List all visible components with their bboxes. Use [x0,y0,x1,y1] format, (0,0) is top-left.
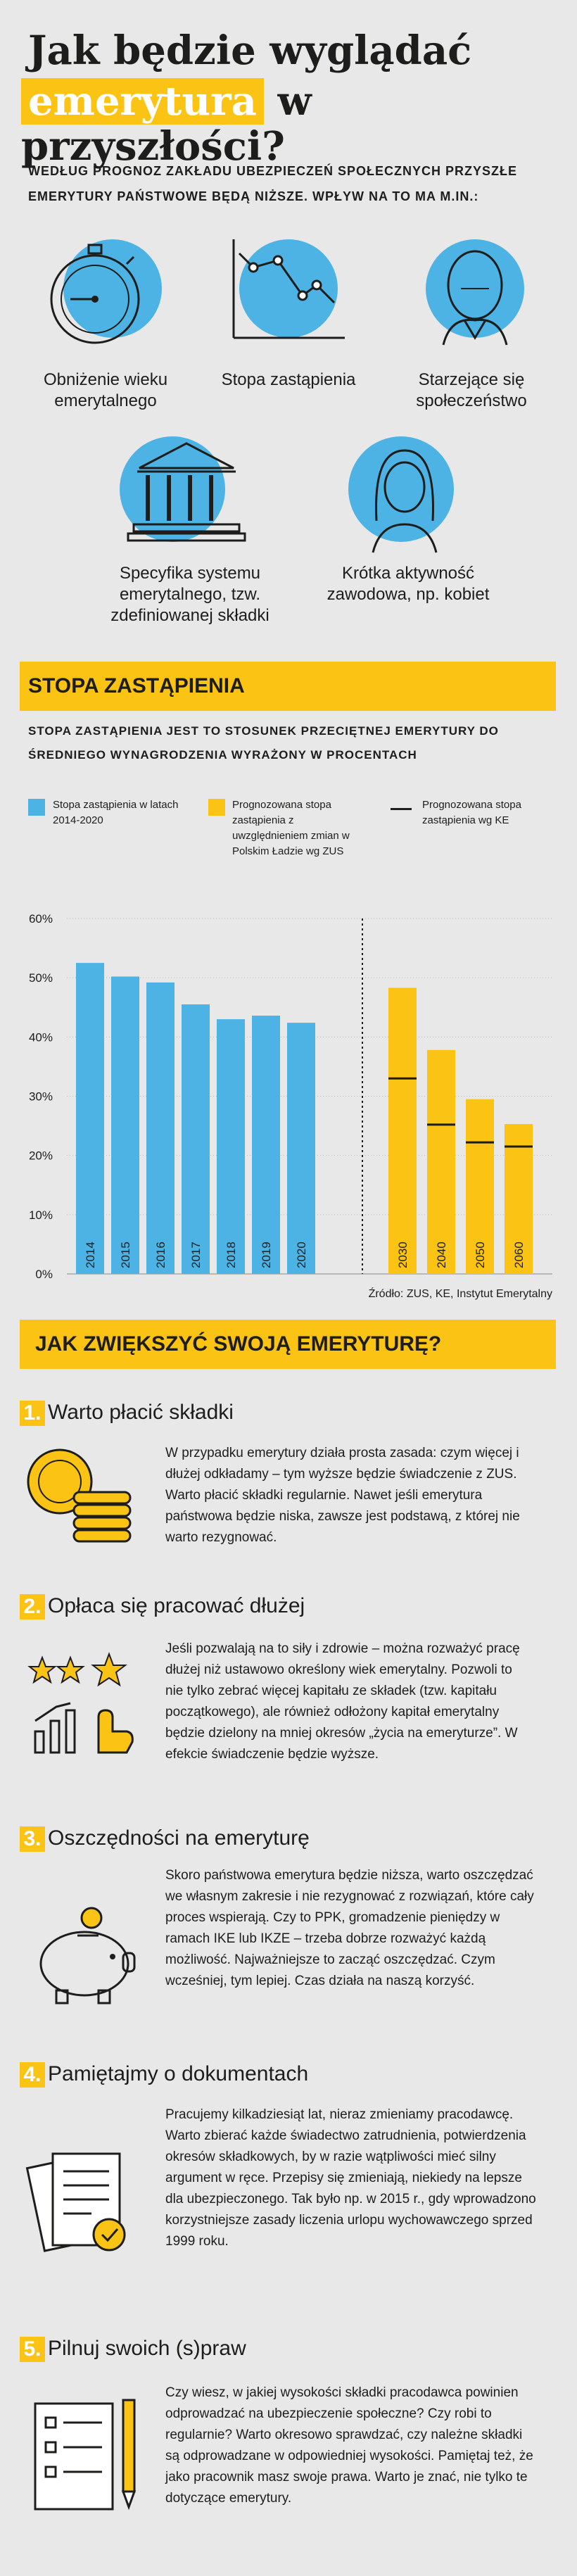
y-tick-label: 0% [35,1268,53,1281]
factor-label: Krótka aktywność zawodowa, np. kobiet [326,564,490,604]
chart-section-title: STOPA ZASTĄPIENIA [28,674,245,697]
legend-swatch-blue [28,799,45,816]
y-tick-label: 30% [29,1090,53,1104]
stopwatch-icon [50,244,140,344]
tip-title: Oszczędności na emeryturę [48,1826,310,1850]
chart-section-band [20,662,556,711]
tip-title: Warto płacić składki [48,1401,234,1424]
documents-icon [25,2152,126,2252]
bar-historical [182,1004,210,1274]
x-tick-label: 2050 [474,1242,487,1268]
coins-icon [27,1448,132,1543]
tip-text: Pracujemy kilkadziesiąt lat, nieraz zmie… [165,2107,536,2249]
legend-label-blue: Stopa zastąpienia w latach 2014-2020 [53,799,179,826]
bar-historical [217,1019,245,1274]
x-tick-label: 2017 [189,1242,203,1268]
tip-text: Czy wiesz, w jakiej wysokości składki pr… [165,2385,533,2506]
tip-title: Opłaca się pracować dłużej [48,1594,305,1617]
x-tick-label: 2015 [119,1242,132,1268]
bar-forecast-zus [466,1099,494,1274]
tip-title: Pilnuj swoich (s)praw [48,2337,246,2360]
legend-label-yellow: Prognozowana stopa zastąpienia z uwzględ… [232,799,350,857]
elderly-man-icon [442,250,508,346]
intro-text: WEDŁUG PROGNOZ ZAKŁADU UBEZPIECZEŃ SPOŁE… [28,164,518,203]
factor-circle [63,239,162,338]
tip-number: 3. [20,1826,45,1852]
tip-text: W przypadku emerytury działa prosta zasa… [165,1446,520,1545]
tip-text: Skoro państwowa emerytura będzie niższa,… [165,1868,534,1988]
piggy-bank-icon [39,1907,136,2004]
line-chart-icon [232,239,345,339]
y-tick-label: 20% [29,1149,53,1163]
institution-icon [127,442,246,542]
x-tick-label: 2040 [435,1242,448,1268]
x-tick-label: 2014 [84,1242,97,1268]
chart-source: Źródło: ZUS, KE, Instytut Emerytalny [368,1288,552,1300]
tip-number: 5. [20,2337,45,2362]
bar-forecast-zus [505,1124,533,1274]
checklist-icon [34,2399,137,2511]
factor-item: Obniżenie wieku emerytalnego [28,232,183,429]
y-tick-label: 60% [29,912,53,926]
legend-line-black [391,808,412,810]
title-rest: w przyszłości? [21,78,312,170]
legend-label-black: Prognozowana stopa zastąpienia wg KE [422,799,521,826]
tip-text: Jeśli pozwalają na to siły i zdrowie – m… [165,1641,520,1762]
bar-historical [287,1023,315,1274]
chart-subtitle: STOPA ZASTĄPIENIA JEST TO STOSUNEK PRZEC… [28,724,499,762]
factor-label: Obniżenie wieku emerytalnego [43,370,168,410]
tips-section-band [20,1320,556,1369]
bar-historical [146,982,175,1274]
tip-number: 1. [20,1401,45,1426]
factor-item: Specyfika systemu emerytalnego, tzw. zde… [106,436,274,648]
bar-historical [111,976,139,1274]
tip-number: 4. [20,2062,45,2088]
x-tick-label: 2060 [512,1242,526,1268]
x-tick-label: 2018 [224,1242,238,1268]
factor-label: Specyfika systemu emerytalnego, tzw. zde… [110,564,270,625]
bar-forecast-zus [388,987,417,1274]
bar-forecast-zus [427,1049,455,1274]
factor-label: Stopa zastąpienia [221,370,356,389]
y-tick-label: 40% [29,1030,53,1044]
x-tick-label: 2016 [154,1242,167,1268]
woman-icon [372,449,438,553]
tip-number: 2. [20,1594,45,1620]
factor-item: Krótka aktywność zawodowa, np. kobiet [317,436,500,619]
x-tick-label: 2019 [260,1242,273,1268]
bar-historical [252,1016,280,1274]
tips-section-title: JAK ZWIĘKSZYĆ SWOJĄ EMERYTURĘ? [35,1332,442,1356]
title-highlight: emerytura [21,78,264,125]
y-tick-label: 10% [29,1208,53,1222]
factor-label: Starzejące się społeczeństwo [416,370,527,410]
legend-swatch-yellow [208,799,225,816]
tip-title: Pamiętajmy o dokumentach [48,2062,309,2085]
stars-growth-icon [27,1652,134,1754]
y-tick-label: 50% [29,971,53,985]
factor-item: Starzejące się społeczeństwo [394,232,549,429]
factor-item: Stopa zastąpienia [211,232,366,429]
bar-historical [76,963,104,1274]
replacement-rate-chart: 0% 10% 20% 30% 40% 50% 60% 2014 2015 2016 2017 2018… [29,912,552,1281]
x-tick-label: 2020 [295,1242,308,1268]
x-tick-label: 2030 [396,1242,410,1268]
page-title: Jak będzie wyglądać [28,27,472,74]
page-title-line2: emerytura w przyszłości? [21,78,577,170]
